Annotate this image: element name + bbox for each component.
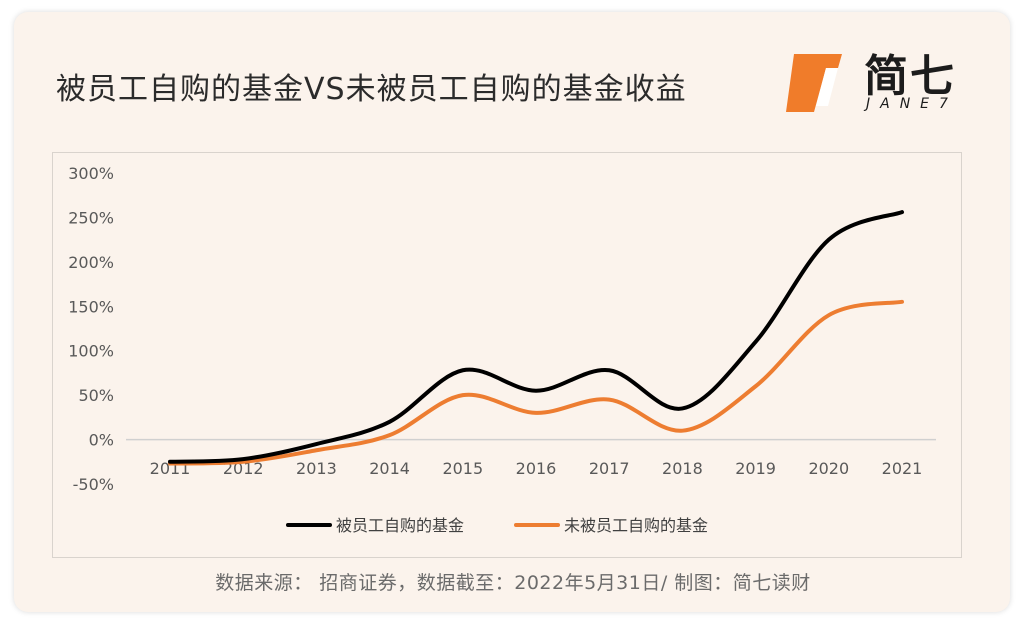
x-tick-label: 2017 [589, 459, 630, 478]
brand-logo-icon [786, 54, 842, 112]
legend-label: 被员工自购的基金 [336, 516, 464, 535]
y-tick-label: 100% [68, 342, 114, 361]
y-tick-label: 300% [68, 164, 114, 183]
series-line-2 [168, 299, 904, 466]
x-tick-label: 2021 [882, 459, 923, 478]
x-tick-label: 2014 [369, 459, 410, 478]
y-tick-label: 200% [68, 253, 114, 272]
brand-logo-text: 简七 [864, 51, 956, 102]
x-tick-label: 2015 [442, 459, 483, 478]
y-tick-label: 0% [89, 431, 114, 450]
chart-card [14, 12, 1010, 612]
chart-title: 被员工自购的基金VS未被员工自购的基金收益 [56, 72, 687, 107]
source-note: 数据来源： 招商证券，数据截至：2022年5月31日/ 制图：简七读财 [215, 572, 811, 594]
y-tick-label: 250% [68, 208, 114, 227]
y-tick-label: 150% [68, 297, 114, 316]
plot-frame [52, 152, 962, 558]
x-tick-label: 2016 [516, 459, 557, 478]
x-tick-label: 2019 [735, 459, 776, 478]
legend-label: 未被员工自购的基金 [564, 516, 708, 535]
x-tick-label: 2013 [296, 459, 337, 478]
x-tick-label: 2018 [662, 459, 703, 478]
brand-logo-subtext: JANE7 [866, 96, 958, 112]
y-tick-label: -50% [73, 475, 114, 494]
series-line-1 [168, 210, 904, 464]
y-tick-label: 50% [78, 386, 114, 405]
x-tick-label: 2020 [808, 459, 849, 478]
